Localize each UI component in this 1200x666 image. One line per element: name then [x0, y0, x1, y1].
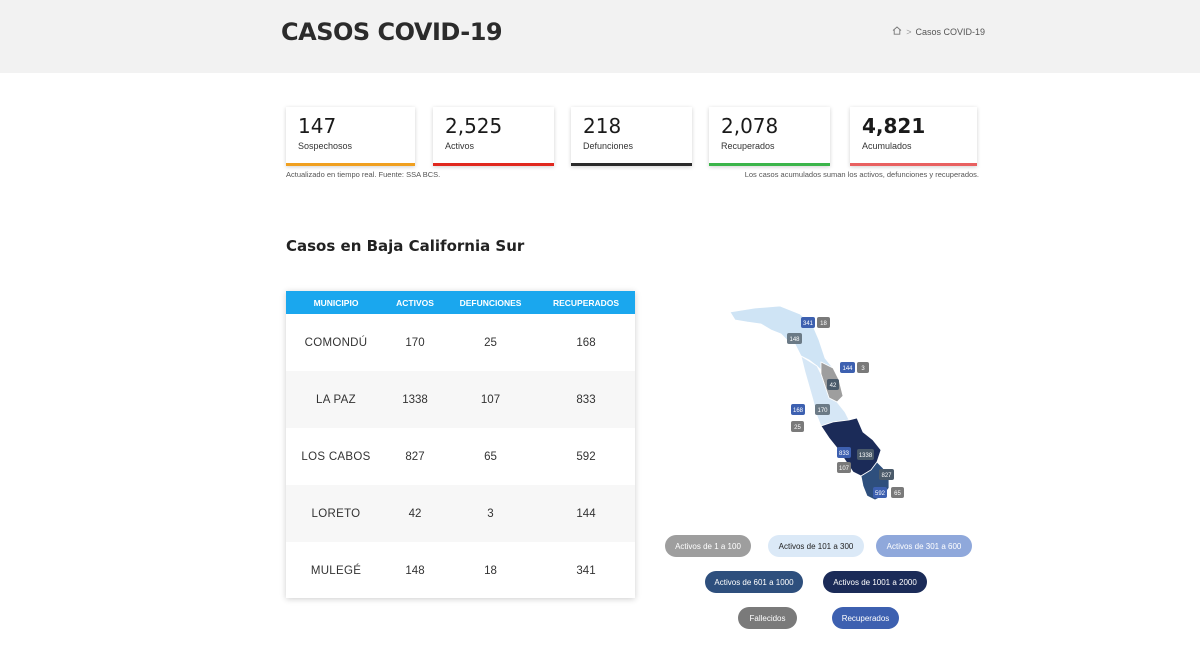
map-label-la-paz-deaths: [837, 462, 851, 473]
table-row: LORETO 42 3 144: [286, 485, 635, 542]
cell-activos: 148: [405, 564, 425, 577]
cases-table: MUNICIPIO ACTIVOS DEFUNCIONES RECUPERADO…: [286, 291, 635, 598]
stat-card-acumulados: 4,821 Acumulados: [850, 107, 977, 166]
map-label-text: 341: [803, 321, 814, 327]
cell-activos: 170: [405, 336, 425, 349]
breadcrumb-current[interactable]: Casos COVID-19: [915, 26, 985, 37]
column-header-recuperados: RECUPERADOS: [537, 291, 635, 314]
stat-bar: [571, 163, 692, 166]
map-label-text: 148: [789, 337, 800, 343]
map-label-text: 65: [894, 491, 901, 497]
cell-municipio: COMONDÚ: [304, 336, 368, 349]
stat-card-defunciones: 218 Defunciones: [571, 107, 692, 166]
table-row: COMONDÚ 170 25 168: [286, 314, 635, 371]
legend-activos-301-600: Activos de 301 a 600: [876, 535, 972, 557]
map-label-los-cabos-recovered: [873, 487, 887, 498]
map-label-text: 25: [794, 425, 801, 431]
map-label-la-paz-active: [857, 449, 874, 460]
stat-label: Sospechosos: [298, 141, 353, 151]
map-label-loreto-active: [827, 379, 839, 390]
legend-recuperados: Recuperados: [832, 607, 899, 629]
cell-activos: 42: [386, 485, 444, 542]
page-header: CASOS COVID-19 > Casos COVID-19: [0, 0, 1200, 73]
map-label-text: 42: [830, 383, 837, 389]
map-label-loreto-deaths: [857, 362, 869, 373]
stat-card-activos: 2,525 Activos: [433, 107, 554, 166]
stat-bar: [433, 163, 554, 166]
legend-fallecidos: Fallecidos: [738, 607, 797, 629]
map-region-mulege[interactable]: [729, 305, 834, 375]
map-label-los-cabos-deaths: [891, 487, 904, 498]
cell-recuperados: 833: [537, 371, 635, 428]
breadcrumb-separator: >: [906, 26, 912, 37]
map-label-comondu-active: [815, 404, 830, 415]
cell-recuperados: 168: [576, 336, 596, 349]
cell-defunciones: 18: [484, 564, 497, 577]
map-label-text: 827: [881, 473, 892, 479]
cell-municipio: LOS CABOS: [301, 450, 371, 463]
cell-defunciones: 3: [444, 485, 537, 542]
cell-defunciones: 65: [484, 450, 497, 463]
page-title: CASOS COVID-19: [281, 18, 503, 46]
map-label-text: 170: [817, 408, 828, 414]
stat-bar: [286, 163, 415, 166]
map-label-text: 18: [820, 321, 827, 327]
map-label-text: 168: [793, 408, 804, 414]
cell-activos: 1338: [386, 371, 444, 428]
stat-value: 2,525: [445, 114, 503, 138]
home-icon[interactable]: [892, 26, 902, 37]
cell-municipio: MULEGÉ: [310, 564, 362, 577]
cell-activos: 827: [405, 450, 425, 463]
table-row: LOS CABOS 827 65 592: [286, 428, 635, 485]
stat-value: 4,821: [862, 114, 926, 138]
table-header-row: MUNICIPIO ACTIVOS DEFUNCIONES RECUPERADO…: [286, 291, 635, 314]
map-label-text: 1338: [859, 453, 873, 459]
legend-activos-601-1000: Activos de 601 a 1000: [705, 571, 803, 593]
legend-activos-1-100: Activos de 1 a 100: [665, 535, 751, 557]
stat-label: Activos: [445, 141, 475, 151]
source-note: Actualizado en tiempo real. Fuente: SSA …: [286, 170, 441, 179]
breadcrumb: > Casos COVID-19: [892, 26, 985, 37]
table-row: LA PAZ 1338 107 833: [286, 371, 635, 428]
section-title: Casos en Baja California Sur: [286, 237, 525, 255]
map-label-los-cabos-active: [879, 469, 894, 480]
legend-activos-101-300: Activos de 101 a 300: [768, 535, 864, 557]
map-label-loreto-recovered: [840, 362, 855, 373]
cell-municipio: LORETO: [286, 485, 386, 542]
column-header-municipio: MUNICIPIO: [286, 291, 386, 314]
stat-card-recuperados: 2,078 Recuperados: [709, 107, 830, 166]
cell-recuperados: 144: [537, 485, 635, 542]
column-header-activos: ACTIVOS: [386, 291, 444, 314]
stat-label: Acumulados: [862, 141, 912, 151]
map-label-comondu-recovered: [791, 404, 805, 415]
cell-municipio: LA PAZ: [286, 371, 386, 428]
cell-defunciones: 107: [444, 371, 537, 428]
map-label-mulege-recovered: [801, 317, 815, 328]
cell-defunciones: 25: [484, 336, 497, 349]
stat-value: 218: [583, 114, 622, 138]
map-label-comondu-deaths: [791, 421, 804, 432]
bcs-map: 341 18 148 144 3 42 168 170 25 833 1338 …: [725, 300, 925, 510]
map-label-mulege-deaths: [817, 317, 830, 328]
stat-bar: [850, 163, 977, 166]
map-label-text: 833: [839, 451, 850, 457]
stat-label: Recuperados: [721, 141, 775, 151]
stat-value: 147: [298, 114, 337, 138]
stat-value: 2,078: [721, 114, 779, 138]
stat-card-sospechosos: 147 Sospechosos: [286, 107, 415, 166]
legend-activos-1001-2000: Activos de 1001 a 2000: [823, 571, 927, 593]
map-label-la-paz-recovered: [837, 447, 851, 458]
table-row: MULEGÉ 148 18 341: [286, 542, 635, 599]
stat-bar: [709, 163, 830, 166]
accumulated-note: Los casos acumulados suman los activos, …: [744, 170, 979, 179]
stat-label: Defunciones: [583, 141, 634, 151]
cell-recuperados: 592: [576, 450, 596, 463]
column-header-defunciones: DEFUNCIONES: [444, 291, 537, 314]
map-label-text: 3: [861, 366, 865, 372]
map-label-text: 144: [842, 366, 853, 372]
map-label-text: 107: [839, 466, 850, 472]
map-label-mulege-active: [787, 333, 802, 344]
map-label-text: 592: [875, 491, 886, 497]
cell-recuperados: 341: [576, 564, 596, 577]
